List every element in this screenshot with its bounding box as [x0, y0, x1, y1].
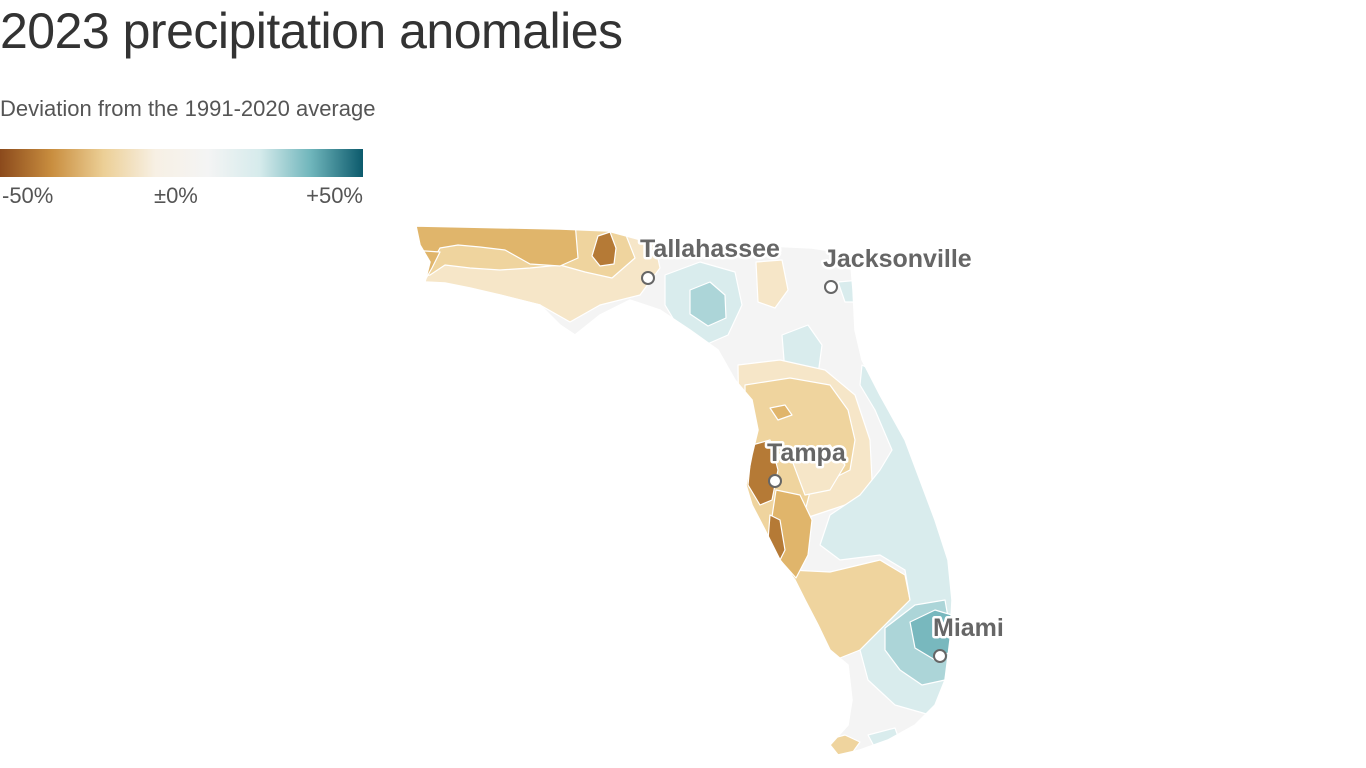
- page-title: 2023 precipitation anomalies: [0, 3, 623, 59]
- legend-gradient-bar: [0, 149, 363, 177]
- color-legend: -50% ±0% +50%: [0, 149, 363, 212]
- anomaly-regions: [416, 226, 952, 755]
- city-label: Jacksonville: [823, 245, 972, 273]
- legend-max-label: +50%: [306, 183, 363, 208]
- region-central-inner-slight-dry: [789, 444, 846, 496]
- city-marker-icon: [768, 474, 782, 488]
- city-label: Tampa: [767, 439, 847, 467]
- city-marker-icon: [641, 271, 655, 285]
- state-outline: [415, 225, 953, 756]
- city-miami: Miami: [931, 612, 1006, 663]
- city-tampa: Tampa: [765, 437, 849, 488]
- city-marker-icon: [824, 280, 838, 294]
- city-tallahassee: Tallahassee: [638, 233, 783, 285]
- legend-mid-label: ±0%: [154, 183, 198, 208]
- page-subtitle: Deviation from the 1991-2020 average: [0, 96, 376, 121]
- legend-min-label: -50%: [2, 183, 54, 208]
- city-label: Miami: [933, 614, 1004, 642]
- region-tampa-bay-strong-dry: [747, 439, 779, 506]
- region-central-small-dry: [769, 404, 793, 421]
- city-marker-icon: [933, 649, 947, 663]
- city-jacksonville: Jacksonville: [821, 243, 974, 294]
- city-label: Tallahassee: [640, 235, 780, 263]
- region-north-slight-dry: [755, 259, 789, 309]
- region-big-bend-wet: [689, 281, 727, 327]
